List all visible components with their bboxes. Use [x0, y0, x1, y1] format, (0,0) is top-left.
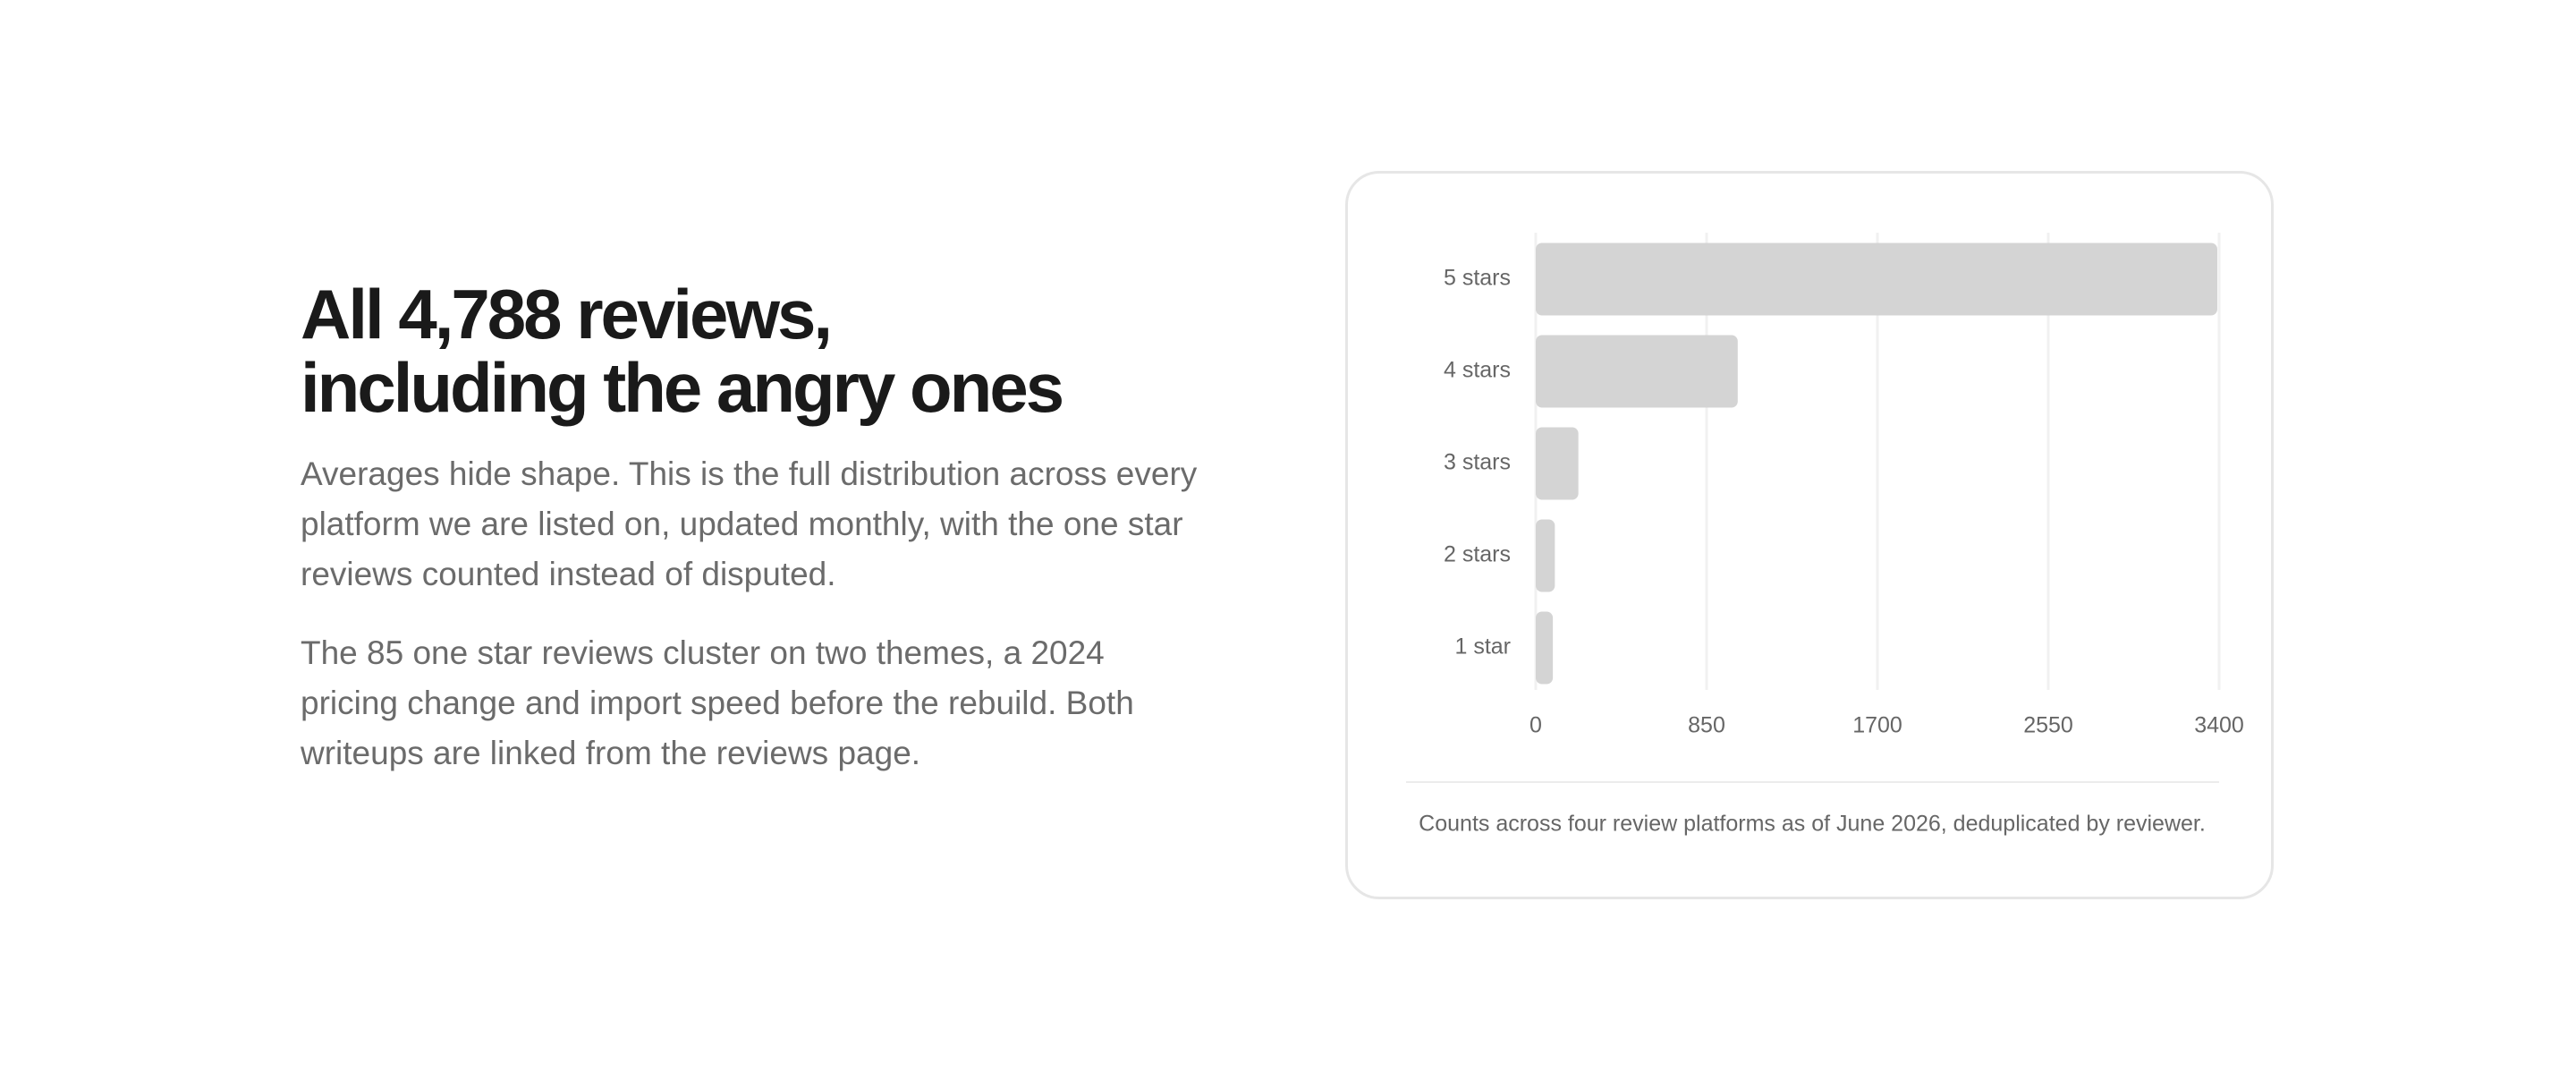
bar: [1536, 519, 1555, 592]
x-tick-label: 0: [1530, 713, 1542, 738]
x-tick-label: 3400: [2194, 713, 2244, 738]
x-tick-label: 1700: [1852, 713, 1902, 738]
heading-line: including the angry ones: [301, 348, 1064, 427]
heading: All 4,788 reviews, including the angry on…: [301, 277, 1204, 424]
x-tick-label: 2550: [2023, 713, 2073, 738]
paragraph: The 85 one star reviews cluster on two t…: [301, 634, 1134, 771]
y-tick-label: 5 stars: [1444, 266, 1511, 291]
bar: [1536, 427, 1579, 500]
y-tick-label: 4 stars: [1444, 358, 1511, 383]
intro: All 4,788 reviews, including the angry on…: [301, 277, 1204, 778]
bar: [1536, 242, 2217, 316]
caption: Counts across four review platforms as o…: [1419, 812, 2206, 837]
y-tick-label: 3 stars: [1444, 450, 1511, 475]
bar: [1536, 611, 1554, 685]
y-tick-label: 2 stars: [1444, 542, 1511, 567]
chart-card: Counts across four review platforms as o…: [1345, 171, 2274, 899]
chart: Counts across four review platforms as o…: [1406, 233, 2244, 837]
y-tick-label: 1 star: [1454, 634, 1511, 659]
x-tick-label: 850: [1688, 713, 1725, 738]
bar: [1536, 335, 1738, 408]
heading-line: All 4,788 reviews,: [301, 275, 833, 353]
paragraph: Averages hide shape. This is the full di…: [301, 455, 1198, 592]
